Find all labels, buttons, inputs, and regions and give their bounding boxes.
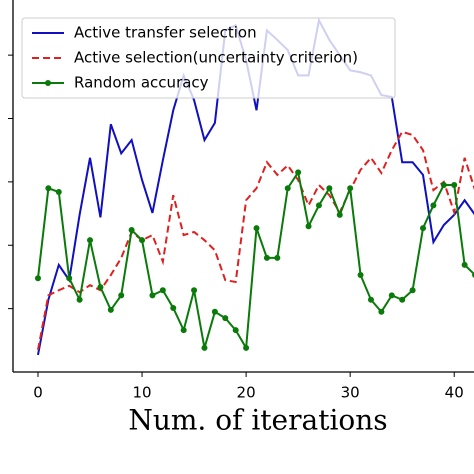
series-marker [315,202,322,209]
series-marker [128,227,135,234]
series-marker [222,315,229,322]
series-marker [149,292,156,299]
series-marker [420,225,427,232]
series-marker [66,275,73,282]
x-tick-label: 0 [33,384,43,402]
series-marker [243,344,250,351]
series-marker [107,306,114,313]
series-marker [388,292,395,299]
legend-label: Active transfer selection [74,24,257,42]
series-marker [367,296,374,303]
series-marker [34,275,41,282]
series-marker [347,185,354,192]
legend-box [21,17,396,99]
series-line [36,17,474,356]
series-marker [45,185,52,192]
series-marker [357,272,364,279]
legend-label: Active selection(uncertainty criterion) [74,49,358,67]
series-marker [440,182,447,189]
series-marker [326,185,333,192]
series-marker [399,296,406,303]
series-marker [461,261,468,268]
x-tick-label: 10 [132,384,151,402]
series-marker [159,287,166,294]
plot-area [34,17,474,356]
series-marker [274,254,281,261]
series-marker [305,223,312,230]
series-marker [180,327,187,334]
series-marker [118,292,125,299]
series-marker [211,308,218,315]
series-marker [170,304,177,311]
series-marker [139,237,146,244]
series-marker [451,182,458,189]
series-marker [97,284,104,291]
series-marker [378,308,385,315]
series-marker [336,211,343,218]
series-marker [232,327,239,334]
series-line [36,130,474,351]
legend-label: Random accuracy [74,74,209,92]
series-marker [201,344,208,351]
series-marker [295,169,302,176]
legend-marker [45,80,51,86]
x-tick-label: 30 [341,384,360,402]
series-marker [409,287,416,294]
series-marker [55,189,62,196]
x-tick-label: 40 [445,384,464,402]
series-marker [253,225,260,232]
series-marker [263,254,270,261]
series-marker [284,185,291,192]
x-axis-title: Num. of iterations [128,404,387,437]
series-marker [76,296,83,303]
series-marker [430,202,437,209]
series-marker [87,237,94,244]
x-tick-label: 20 [237,384,256,402]
series-marker [191,287,198,294]
